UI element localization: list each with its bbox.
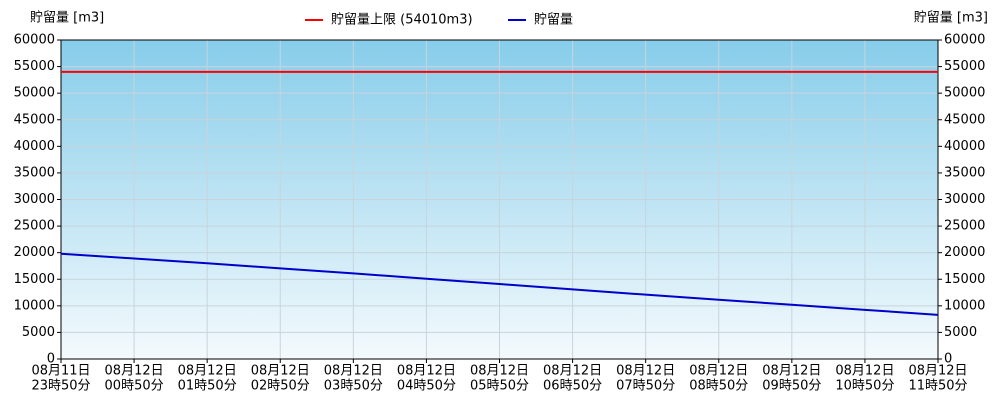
x-tick-label: 06時50分 xyxy=(543,379,602,394)
x-tick-label: 08月12日 xyxy=(470,364,529,379)
x-tick-label: 07時50分 xyxy=(616,379,675,394)
y-tick-label: 25000 xyxy=(14,219,55,234)
x-tick-label: 08月12日 xyxy=(397,364,456,379)
y2-tick-label: 35000 xyxy=(944,165,985,180)
y-tick-label: 35000 xyxy=(14,165,55,180)
x-tick-label: 08月12日 xyxy=(251,364,310,379)
x-tick-label: 02時50分 xyxy=(251,379,310,394)
y2-tick-label: 60000 xyxy=(944,33,985,48)
y2-tick-label: 0 xyxy=(944,352,952,367)
y2-tick-label: 30000 xyxy=(944,192,985,207)
x-tick-label: 00時50分 xyxy=(105,379,164,394)
y-tick-label: 0 xyxy=(47,352,55,367)
x-tick-label: 08月12日 xyxy=(689,364,748,379)
y-tick-label: 20000 xyxy=(14,245,55,260)
y-axis-label: 貯留量 [m3] xyxy=(30,11,104,26)
y2-tick-label: 15000 xyxy=(944,272,985,287)
x-tick-label: 08月12日 xyxy=(835,364,894,379)
x-tick-label: 08月12日 xyxy=(908,364,967,379)
y-tick-label: 5000 xyxy=(22,325,55,340)
x-tick-label: 01時50分 xyxy=(178,379,237,394)
y2-axis-label: 貯留量 [m3] xyxy=(914,11,988,26)
x-tick-label: 09時50分 xyxy=(762,379,821,394)
x-tick-label: 05時50分 xyxy=(470,379,529,394)
y-tick-label: 10000 xyxy=(14,298,55,313)
y2-tick-label: 45000 xyxy=(944,112,985,127)
x-tick-label: 03時50分 xyxy=(324,379,383,394)
x-tick-label: 08月12日 xyxy=(324,364,383,379)
y2-tick-label: 50000 xyxy=(944,86,985,101)
x-tick-label: 08月12日 xyxy=(178,364,237,379)
x-tick-label: 11時50分 xyxy=(908,379,967,394)
y2-tick-label: 5000 xyxy=(944,325,977,340)
x-tick-label: 04時50分 xyxy=(397,379,456,394)
y-tick-label: 30000 xyxy=(14,192,55,207)
y-tick-label: 60000 xyxy=(14,33,55,48)
y-tick-label: 45000 xyxy=(14,112,55,127)
x-tick-label: 08時50分 xyxy=(689,379,748,394)
y2-tick-label: 40000 xyxy=(944,139,985,154)
y2-tick-label: 10000 xyxy=(944,298,985,313)
series-line xyxy=(60,252,939,316)
x-tick-label: 10時50分 xyxy=(835,379,894,394)
y2-tick-label: 20000 xyxy=(944,245,985,260)
x-tick-label: 08月12日 xyxy=(762,364,821,379)
y-tick-label: 50000 xyxy=(14,86,55,101)
x-tick-label: 23時50分 xyxy=(31,379,90,394)
x-tick-label: 08月12日 xyxy=(543,364,602,379)
y2-tick-label: 55000 xyxy=(944,59,985,74)
y-tick-label: 15000 xyxy=(14,272,55,287)
x-tick-label: 08月12日 xyxy=(105,364,164,379)
legend-label: 貯留量上限 (54010m3) xyxy=(331,13,473,28)
y2-tick-label: 25000 xyxy=(944,219,985,234)
plot-frame xyxy=(60,39,939,360)
y-tick-label: 40000 xyxy=(14,139,55,154)
y-tick-label: 55000 xyxy=(14,59,55,74)
legend-label: 貯留量 xyxy=(534,13,573,28)
x-tick-label: 08月12日 xyxy=(616,364,675,379)
x-tick-label: 08月11日 xyxy=(31,364,90,379)
